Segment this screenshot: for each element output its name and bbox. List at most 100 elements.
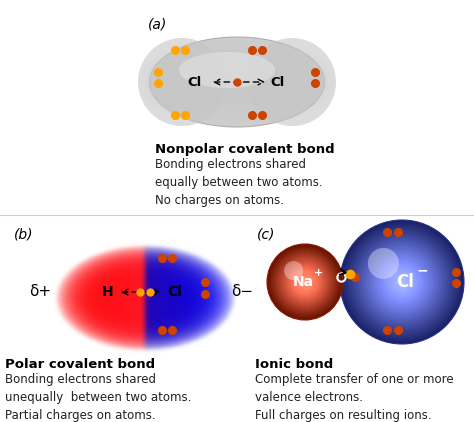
Ellipse shape [153, 43, 321, 120]
Circle shape [367, 247, 437, 317]
Ellipse shape [179, 52, 275, 88]
Circle shape [394, 274, 410, 290]
Circle shape [300, 277, 310, 287]
Text: Nonpolar covalent bond: Nonpolar covalent bond [155, 143, 335, 156]
Circle shape [355, 235, 449, 330]
Circle shape [286, 263, 324, 301]
Ellipse shape [162, 49, 312, 115]
Ellipse shape [198, 67, 276, 97]
Circle shape [392, 272, 412, 292]
Circle shape [277, 254, 333, 310]
Text: Polar covalent bond: Polar covalent bond [5, 358, 155, 371]
Ellipse shape [194, 65, 280, 99]
Circle shape [273, 250, 337, 314]
Circle shape [248, 38, 336, 126]
Text: Na: Na [292, 275, 314, 289]
Ellipse shape [182, 59, 292, 106]
Ellipse shape [188, 62, 286, 102]
Circle shape [271, 248, 339, 316]
Circle shape [363, 243, 441, 321]
Circle shape [283, 260, 327, 303]
Circle shape [290, 267, 320, 297]
Circle shape [383, 263, 420, 300]
Text: δ−: δ− [231, 284, 253, 300]
Circle shape [377, 257, 427, 307]
Circle shape [297, 274, 312, 289]
Circle shape [281, 258, 329, 306]
Circle shape [342, 222, 462, 342]
Circle shape [350, 230, 454, 334]
Ellipse shape [149, 37, 325, 127]
Text: −: − [416, 263, 428, 277]
Ellipse shape [172, 54, 302, 111]
Circle shape [267, 244, 343, 320]
Circle shape [289, 265, 321, 298]
Circle shape [385, 265, 419, 298]
Ellipse shape [139, 37, 335, 127]
Ellipse shape [178, 57, 296, 107]
Circle shape [379, 259, 425, 305]
Ellipse shape [146, 41, 328, 124]
Circle shape [278, 255, 332, 308]
Circle shape [371, 251, 433, 313]
Circle shape [365, 245, 439, 319]
Circle shape [398, 278, 406, 286]
Circle shape [346, 226, 458, 338]
Text: Cl: Cl [396, 273, 414, 291]
Text: H: H [102, 285, 114, 299]
Circle shape [296, 273, 314, 291]
Circle shape [400, 280, 404, 284]
Circle shape [268, 245, 342, 319]
Circle shape [396, 276, 408, 288]
Circle shape [287, 264, 323, 300]
Text: Complete transfer of one or more
valence electrons.
Full charges on resulting io: Complete transfer of one or more valence… [255, 373, 454, 422]
Circle shape [359, 238, 446, 325]
Ellipse shape [201, 68, 273, 95]
Text: Cl: Cl [188, 76, 202, 89]
Circle shape [390, 270, 414, 295]
Circle shape [302, 279, 308, 284]
Circle shape [344, 224, 460, 340]
Circle shape [295, 272, 315, 292]
Ellipse shape [159, 47, 315, 117]
Circle shape [304, 281, 306, 283]
Circle shape [270, 246, 340, 317]
Text: +: + [314, 268, 324, 278]
Circle shape [282, 259, 328, 305]
Circle shape [382, 261, 423, 303]
Text: Bonding electrons shared
equally between two atoms.
No charges on atoms.: Bonding electrons shared equally between… [155, 158, 323, 207]
Ellipse shape [191, 64, 283, 100]
Ellipse shape [185, 60, 289, 104]
Circle shape [276, 253, 334, 311]
Text: (a): (a) [148, 18, 167, 32]
Text: (c): (c) [257, 228, 275, 242]
Circle shape [280, 257, 330, 307]
Ellipse shape [169, 52, 305, 112]
Text: Ionic bond: Ionic bond [255, 358, 333, 371]
Circle shape [352, 233, 452, 332]
Circle shape [299, 276, 311, 288]
Ellipse shape [155, 45, 319, 119]
Text: δ+: δ+ [29, 284, 51, 300]
Circle shape [388, 268, 417, 297]
Circle shape [356, 237, 447, 327]
Circle shape [138, 38, 226, 126]
Circle shape [293, 271, 317, 293]
Circle shape [369, 249, 435, 315]
Circle shape [284, 261, 303, 280]
Circle shape [292, 269, 318, 295]
Circle shape [274, 252, 336, 312]
Ellipse shape [175, 55, 299, 109]
Circle shape [373, 253, 431, 311]
Circle shape [285, 262, 325, 302]
Circle shape [375, 255, 429, 309]
Circle shape [301, 278, 309, 286]
Text: Bonding electrons shared
unequally  between two atoms.
Partial charges on atoms.: Bonding electrons shared unequally betwe… [5, 373, 191, 422]
Text: Cl: Cl [271, 76, 285, 89]
Text: Cl: Cl [168, 285, 182, 299]
Ellipse shape [165, 50, 309, 114]
Ellipse shape [143, 39, 331, 125]
Circle shape [361, 241, 443, 323]
Ellipse shape [149, 42, 325, 122]
Circle shape [368, 248, 399, 279]
